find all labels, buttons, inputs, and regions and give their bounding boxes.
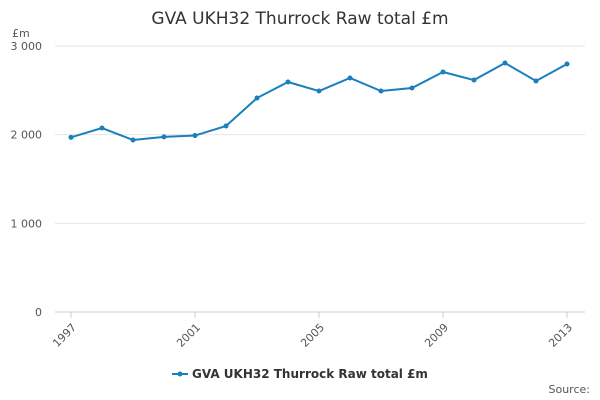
x-tick-label: 2005 [298, 321, 327, 350]
legend-label: GVA UKH32 Thurrock Raw total £m [192, 367, 428, 381]
data-point [564, 61, 570, 67]
data-point [223, 123, 229, 129]
data-point [502, 60, 508, 66]
legend-marker [177, 371, 183, 377]
chart-title: GVA UKH32 Thurrock Raw total £m [151, 9, 448, 29]
y-tick-label: 0 [35, 306, 42, 319]
y-tick-label: 1 000 [11, 217, 43, 230]
x-tick-label: 2001 [174, 321, 203, 350]
x-tick-label: 2009 [422, 321, 451, 350]
x-tick-label: 2013 [546, 321, 575, 350]
y-tick-label: 2 000 [11, 129, 43, 142]
x-tick-label: 1997 [50, 321, 79, 350]
data-point [347, 75, 353, 81]
data-point [316, 88, 322, 94]
source: Source: [549, 383, 591, 396]
data-point [192, 133, 198, 139]
data-point [471, 77, 477, 83]
data-point [440, 69, 446, 75]
data-point [68, 134, 74, 140]
data-point [409, 85, 415, 91]
y-unit: £m [12, 27, 30, 40]
series-line [70, 61, 568, 142]
y-tick-label: 3 000 [11, 40, 43, 53]
data-point [130, 137, 136, 143]
data-point [254, 95, 260, 101]
data-point [378, 88, 384, 94]
data-point [285, 79, 291, 85]
data-point [161, 134, 167, 140]
data-point [533, 78, 539, 84]
data-point [99, 125, 105, 131]
